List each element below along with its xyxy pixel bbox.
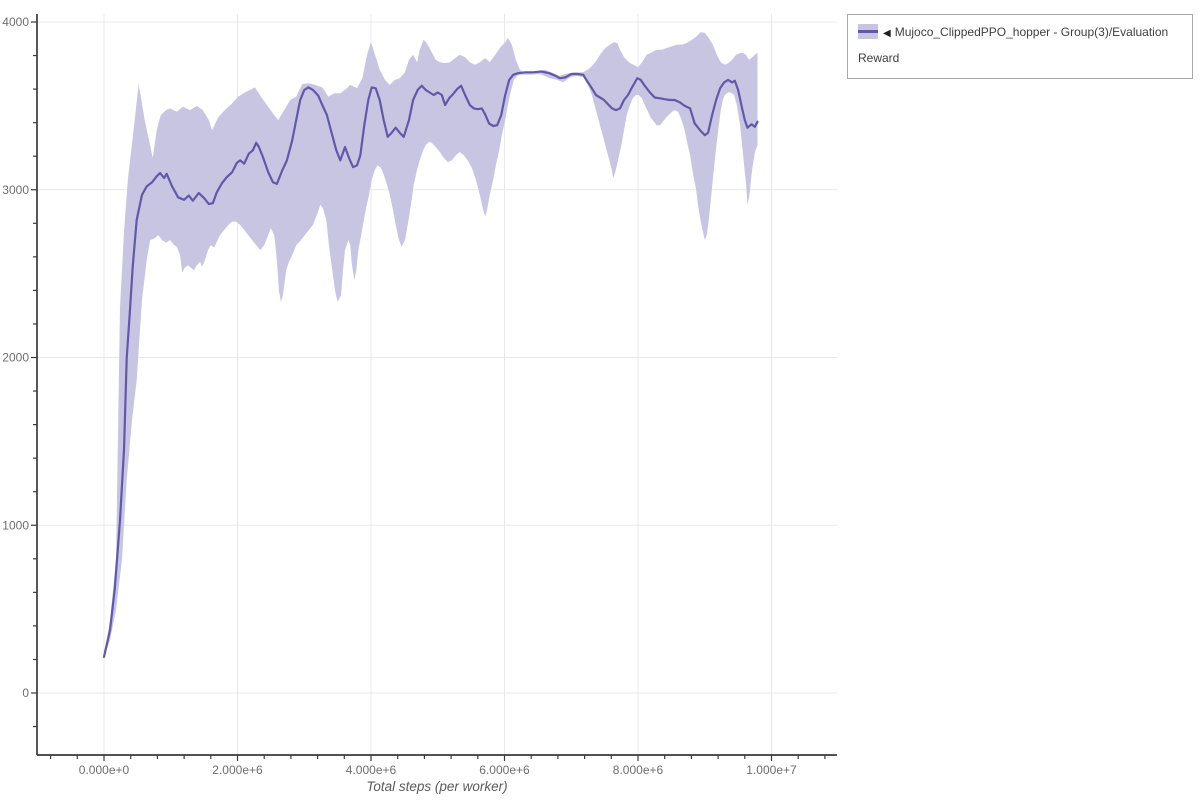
x-tick-label: 4.000e+6 [346,763,397,777]
x-tick-label: 6.000e+6 [479,763,530,777]
y-tick-label: 2000 [2,351,29,365]
y-tick-label: 1000 [2,518,29,532]
y-tick-labels: 0 1000 2000 3000 4000 [2,15,29,700]
legend-item[interactable]: ◀ Mujoco_ClippedPPO_hopper - Group(3)/Eva… [858,20,1180,71]
legend-series-label: Mujoco_ClippedPPO_hopper - Group(3)/Eval… [858,25,1169,65]
mean-reward-line [102,70,759,659]
mean-line [102,70,759,659]
y-tick-label: 3000 [2,183,29,197]
legend-series-line-icon [858,30,878,33]
confidence-band [104,32,758,657]
legend-box[interactable]: ◀ Mujoco_ClippedPPO_hopper - Group(3)/Eva… [847,14,1193,79]
y-tick-label: 0 [22,686,29,700]
y-tick-label: 4000 [2,15,29,29]
x-tick-label: 0.000e+0 [79,763,130,777]
x-tick-label: 8.000e+6 [613,763,664,777]
x-axis-title: Total steps (per worker) [366,779,507,794]
x-tick-label: 1.000e+7 [746,763,797,777]
tick-marks [31,21,826,761]
legend-collapse-icon[interactable]: ◀ [883,28,891,39]
confidence-band-area [104,32,758,657]
legend-series-swatch [858,24,878,39]
axes [36,14,837,756]
x-tick-labels: 0.000e+0 2.000e+6 4.000e+6 6.000e+6 8.000e+6… [79,763,797,777]
x-tick-label: 2.000e+6 [212,763,263,777]
